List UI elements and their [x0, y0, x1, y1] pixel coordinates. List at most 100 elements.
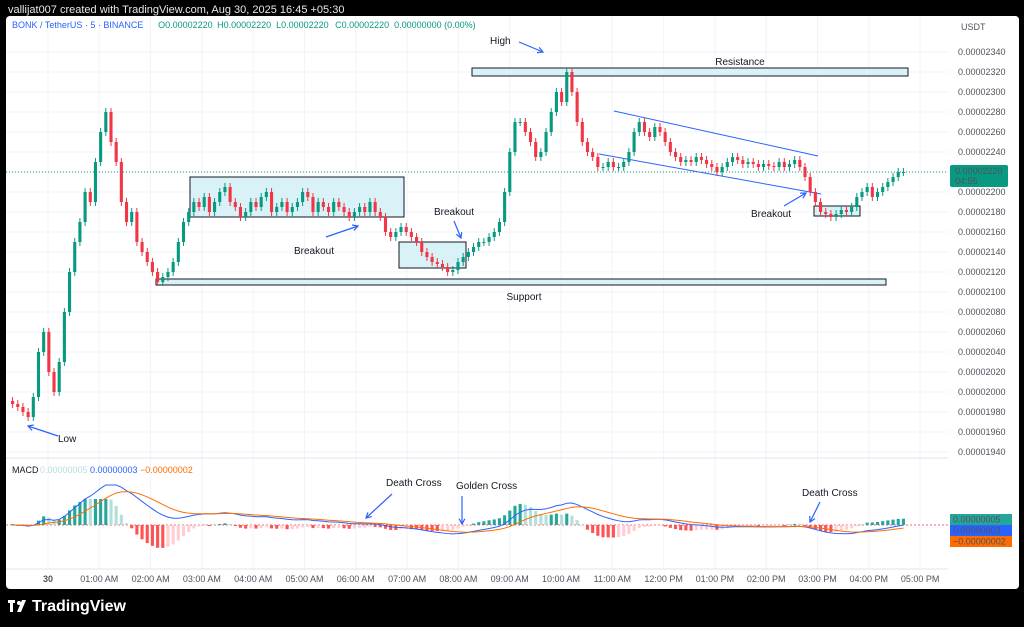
candle-body — [477, 242, 481, 247]
candle-body — [487, 237, 491, 242]
candle-body — [865, 187, 869, 192]
candle-body — [627, 152, 631, 162]
candle-body — [11, 401, 15, 404]
candle-body — [793, 160, 797, 164]
macd-hist-bar — [140, 525, 144, 540]
macd-hist-bar — [290, 525, 294, 530]
x-tick-label: 07:00 AM — [388, 574, 426, 584]
x-tick-label: 02:00 PM — [747, 574, 786, 584]
candle-body — [301, 192, 305, 202]
macd-hist-bar — [653, 525, 657, 526]
candle-body — [549, 112, 553, 132]
candle-body — [554, 92, 558, 112]
candle-body — [663, 132, 667, 142]
macd-hist-bar — [130, 525, 134, 529]
candle-body — [207, 197, 211, 212]
macd-hist-bar — [782, 525, 786, 526]
macd-hist-bar — [238, 525, 243, 528]
macd-hist-bar — [471, 523, 476, 525]
macd-hist-bar — [891, 519, 895, 525]
y-tick-label: 0.00001960 — [958, 427, 1006, 437]
candle-body — [642, 122, 647, 132]
candle-body — [420, 242, 424, 252]
candle-body — [36, 352, 41, 397]
macd-hist-bar — [207, 525, 211, 526]
candle-body — [275, 207, 279, 212]
macd-badge-value: −0.00000002 — [953, 537, 1006, 547]
y-tick-label: 0.00001940 — [958, 447, 1006, 457]
macd-hist-bar — [269, 525, 274, 529]
macd-hist-bar — [503, 515, 507, 525]
candle-body — [860, 192, 864, 197]
candle-body — [295, 202, 299, 207]
candle-body — [824, 212, 828, 214]
candle-body — [119, 162, 123, 202]
macd-hist-bar — [689, 525, 693, 531]
macd-hist-bar — [156, 525, 160, 548]
macd-hist-bar — [896, 518, 900, 525]
candle-body — [26, 412, 30, 417]
high-arrow-head — [536, 46, 545, 54]
macd-hist-bar — [145, 525, 149, 544]
candle-body — [244, 212, 248, 217]
macd-badge-value: 0.00000005 — [953, 515, 1001, 525]
macd-badge — [950, 514, 1012, 525]
macd-hist-bar — [83, 499, 87, 525]
candle-body — [528, 132, 533, 142]
breakout-2-label: Breakout — [434, 207, 474, 218]
candle-body — [762, 164, 766, 167]
candle-body — [720, 167, 724, 172]
candle-body — [591, 152, 595, 157]
x-tick-label: 04:00 PM — [850, 574, 889, 584]
macd-hist-bar — [772, 525, 776, 526]
macd-hist-bar — [228, 524, 232, 525]
candle-body — [99, 132, 103, 162]
x-tick-label: 06:00 AM — [337, 574, 375, 584]
macd-hist-bar — [611, 525, 615, 538]
candle-body — [471, 247, 476, 252]
candle-body — [238, 207, 243, 217]
candle-body — [202, 197, 206, 207]
candle-body — [539, 152, 543, 157]
candle-body — [850, 207, 854, 212]
x-tick-label: 02:00 AM — [132, 574, 170, 584]
macd-hist-bar — [435, 525, 439, 531]
candle-body — [725, 162, 729, 167]
macd-hist-bar — [378, 525, 382, 528]
macd-hist-bar — [404, 525, 408, 530]
candle-body — [803, 167, 807, 177]
candle-body — [653, 127, 657, 137]
macd-hist-bar — [741, 525, 745, 527]
candle-body — [73, 242, 77, 272]
candle-body — [606, 162, 610, 167]
candle-body — [124, 202, 129, 222]
support-label: Support — [506, 292, 541, 303]
candle-body — [373, 202, 377, 212]
candle-body — [741, 160, 745, 164]
macd-hist-bar — [337, 525, 341, 528]
candle-body — [881, 187, 885, 192]
candle-body — [389, 232, 393, 237]
candle-body — [601, 167, 605, 168]
candle-body — [280, 202, 284, 207]
candle-body — [42, 332, 46, 352]
macd-hist-bar — [575, 520, 579, 525]
x-tick-label: 04:00 AM — [234, 574, 272, 584]
candle-body — [565, 72, 569, 102]
candle-body — [684, 160, 688, 162]
macd-hist-bar — [844, 525, 848, 530]
breakout-1-arrow — [325, 225, 359, 238]
chart-panel[interactable]: Resistance Support MACD 0.00000005 0.000000… — [6, 16, 1019, 589]
y-tick-label: 0.00001980 — [958, 407, 1006, 417]
x-tick-label: 03:00 AM — [183, 574, 221, 584]
candle-body — [415, 237, 419, 242]
macd-hist-bar — [762, 525, 766, 526]
candle-body — [461, 257, 465, 262]
candle-body — [52, 372, 56, 392]
macd-hist-bar — [523, 504, 527, 525]
macd-hist-bar — [93, 499, 98, 525]
macd-hist-bar — [798, 524, 802, 525]
annotation-zones: Resistance Support — [155, 57, 909, 303]
legend-o: O0.00002220 — [158, 20, 213, 30]
